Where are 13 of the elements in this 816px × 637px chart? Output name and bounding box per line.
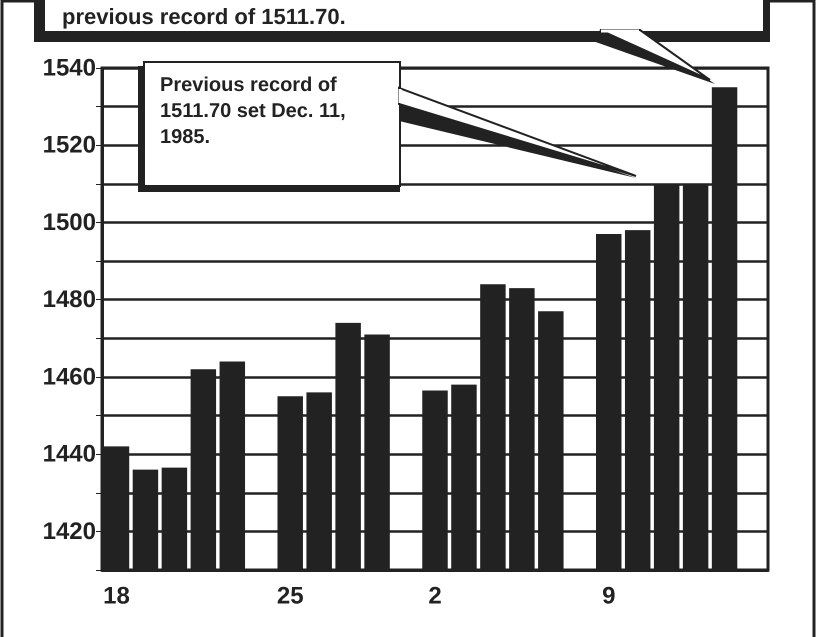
y-tick-label: 1420 [42,518,96,545]
annotation: Previous record of 1511.70 set Dec. 11, 1985. [160,73,347,150]
y-tick-label: 1520 [42,132,96,159]
y-tick-label: 1480 [42,286,96,314]
x-tick-label: 2 [428,582,442,610]
y-tick-label: 1460 [42,363,96,390]
x-tick-label: 18 [103,582,130,610]
y-tick-label: 1540 [42,54,96,82]
x-tick-label: 9 [602,582,616,610]
x-tick-label: 25 [276,582,304,610]
y-tick-label: 1440 [42,440,96,468]
text: previous record of 1511.70. [62,4,346,30]
y-tick-label: 1500 [42,208,96,236]
